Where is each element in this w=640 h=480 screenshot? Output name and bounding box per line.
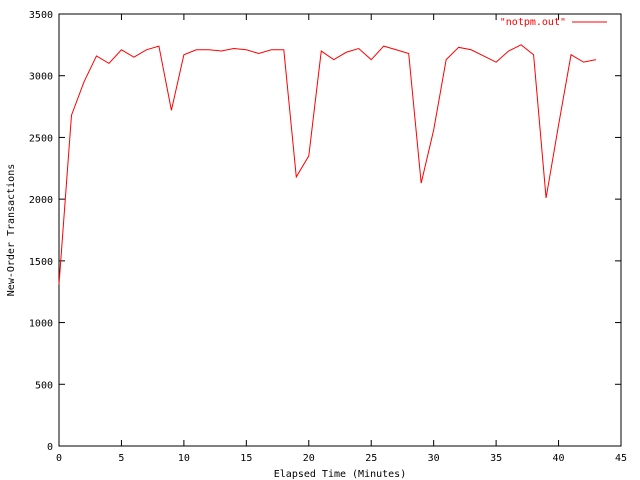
x-tick-label: 40 [553, 453, 565, 464]
x-tick-label: 20 [303, 453, 315, 464]
tick-marks [58, 13, 622, 447]
x-axis-label: Elapsed Time (Minutes) [274, 469, 406, 480]
x-tick-label: 10 [178, 453, 190, 464]
y-tick-label: 500 [35, 380, 53, 391]
y-tick-label: 3500 [29, 10, 53, 21]
y-tick-label: 1000 [29, 319, 53, 330]
series-line [58, 44, 597, 285]
x-tick-label: 0 [56, 453, 62, 464]
plot-frame [58, 13, 622, 447]
series-layer [58, 44, 597, 285]
legend: "notpm.out" [500, 17, 607, 28]
y-tick-label: 2500 [29, 133, 53, 144]
y-axis-label: New-Order Transactions [6, 164, 17, 296]
y-tick-label: 3000 [29, 72, 53, 83]
y-tick-label: 1500 [29, 257, 53, 268]
x-tick-label: 35 [490, 453, 502, 464]
y-tick-label: 0 [47, 442, 53, 453]
x-tick-label: 45 [615, 453, 627, 464]
x-tick-label: 30 [428, 453, 440, 464]
x-tick-label: 15 [240, 453, 252, 464]
y-tick-label: 2000 [29, 195, 53, 206]
x-tick-label: 5 [118, 453, 124, 464]
x-tick-label: 25 [365, 453, 377, 464]
tick-labels: 0 5 10 15 20 25 30 35 40 45 0 500 1000 1500 2000 2500 30… [29, 10, 627, 464]
legend-label: "notpm.out" [500, 17, 566, 28]
